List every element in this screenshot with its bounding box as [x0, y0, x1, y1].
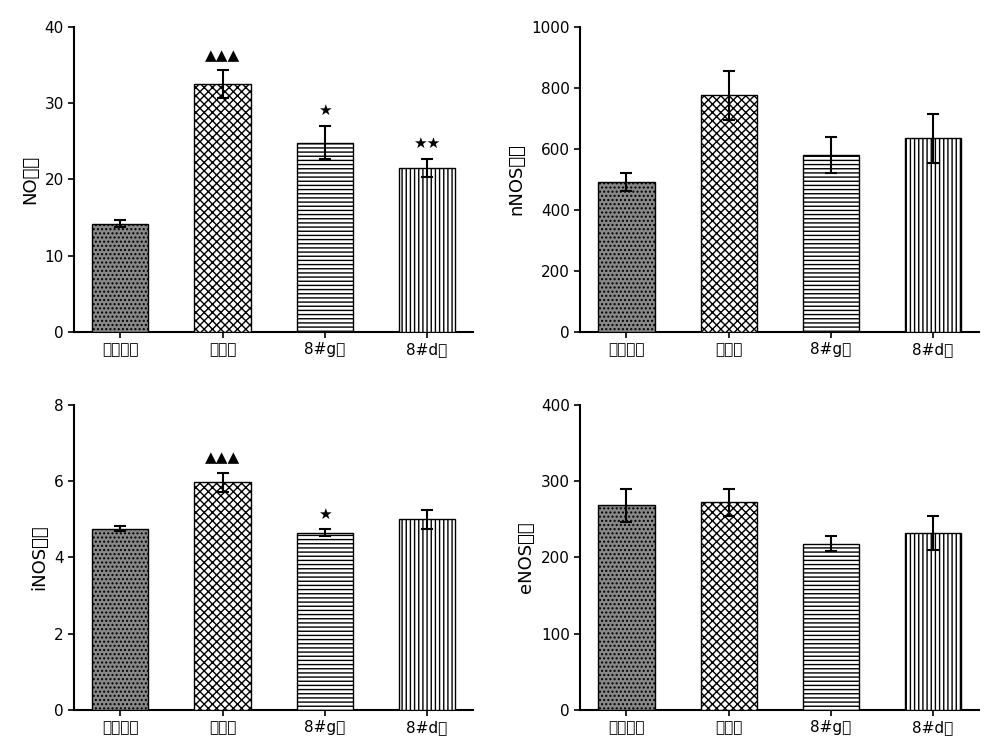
Bar — [701, 95, 757, 332]
Y-axis label: NO含量: NO含量 — [21, 155, 39, 204]
Bar — [399, 519, 455, 710]
Bar — [905, 533, 961, 710]
Bar — [194, 84, 251, 332]
Bar — [598, 182, 655, 332]
Text: ▲▲▲: ▲▲▲ — [205, 450, 240, 465]
Bar — [92, 528, 148, 710]
Text: ★: ★ — [318, 507, 332, 522]
Bar — [598, 506, 655, 710]
Text: ★★: ★★ — [413, 136, 440, 151]
Text: ▲▲▲: ▲▲▲ — [205, 48, 240, 63]
Bar — [399, 168, 455, 332]
Text: ★: ★ — [318, 104, 332, 118]
Y-axis label: iNOS活性: iNOS活性 — [30, 525, 48, 590]
Y-axis label: nNOS活性: nNOS活性 — [508, 144, 526, 215]
Bar — [92, 224, 148, 332]
Bar — [803, 155, 859, 332]
Bar — [297, 143, 353, 332]
Bar — [297, 532, 353, 710]
Bar — [701, 503, 757, 710]
Bar — [905, 138, 961, 332]
Y-axis label: eNOS活性: eNOS活性 — [517, 522, 535, 593]
Bar — [803, 544, 859, 710]
Bar — [194, 482, 251, 710]
